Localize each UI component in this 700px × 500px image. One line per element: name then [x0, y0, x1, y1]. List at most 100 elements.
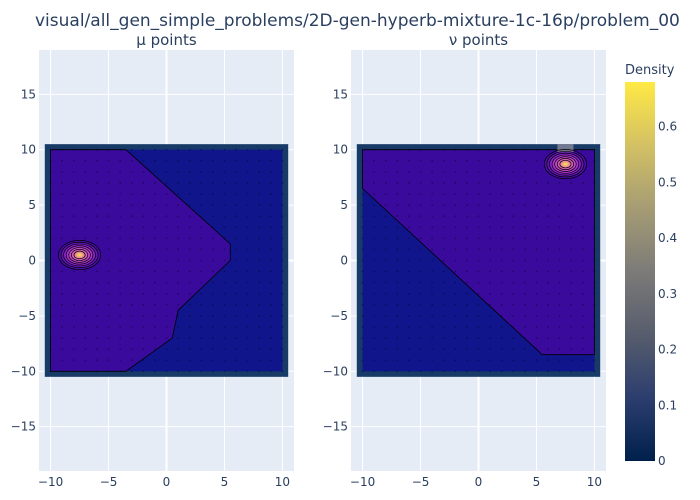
sample-point — [408, 182, 410, 184]
sample-point — [477, 182, 480, 184]
sample-point — [200, 170, 203, 173]
sample-point — [570, 292, 573, 295]
sample-point — [466, 292, 468, 295]
sample-point — [130, 182, 133, 184]
sample-point — [61, 370, 64, 373]
sample-point — [408, 215, 410, 218]
sample-point — [500, 359, 503, 362]
sample-point — [49, 182, 52, 184]
sample-point — [188, 303, 191, 306]
colorbar-tick-label: 0.4 — [658, 231, 677, 245]
sample-point — [200, 270, 203, 273]
sample-point — [49, 170, 52, 173]
sample-point — [72, 148, 75, 151]
sample-point — [119, 215, 122, 218]
sample-point — [593, 292, 596, 295]
sample-point — [211, 259, 214, 262]
sample-point — [570, 337, 573, 339]
sample-point — [454, 337, 457, 339]
sample-point — [281, 370, 284, 373]
sample-point — [512, 259, 515, 262]
sample-point — [454, 159, 457, 162]
sample-point — [431, 204, 434, 207]
sample-point — [107, 270, 110, 273]
sample-point — [431, 348, 434, 351]
density-contour — [73, 250, 86, 260]
sample-point — [130, 148, 133, 151]
sample-point — [200, 303, 203, 306]
sample-point — [235, 248, 237, 251]
heatmap-region-light — [50, 149, 231, 372]
sample-point — [419, 204, 422, 207]
sample-point — [466, 370, 468, 373]
sample-point — [188, 148, 191, 151]
sample-point — [235, 148, 237, 151]
sample-point — [396, 170, 399, 173]
sample-point — [535, 248, 538, 251]
sample-point — [489, 281, 491, 284]
colorbar-tick-label: 0.6 — [658, 120, 677, 134]
sample-point — [269, 226, 272, 229]
sample-point — [466, 170, 468, 173]
sample-point — [211, 337, 214, 339]
sample-point — [477, 159, 480, 162]
density-contour — [71, 249, 89, 261]
sample-point — [442, 237, 445, 240]
sample-point — [373, 303, 376, 306]
sample-point — [246, 314, 249, 317]
sample-point — [200, 248, 203, 251]
sample-point — [188, 204, 191, 207]
sample-point — [512, 314, 515, 317]
sample-point — [466, 348, 468, 351]
sample-point — [177, 259, 179, 262]
sample-point — [107, 193, 110, 195]
sample-point — [235, 314, 237, 317]
sample-point — [119, 292, 122, 295]
sample-point — [477, 337, 480, 339]
sample-point — [442, 182, 445, 184]
sample-point — [177, 303, 179, 306]
sample-point — [235, 270, 237, 273]
sample-point — [72, 215, 75, 218]
sample-point — [384, 237, 387, 240]
sample-point — [477, 248, 480, 251]
sample-point — [477, 370, 480, 373]
sample-point — [466, 326, 468, 328]
sample-point — [408, 193, 410, 195]
sample-point — [581, 182, 584, 184]
sample-point — [235, 204, 237, 207]
sample-point — [384, 159, 387, 162]
sample-point — [396, 337, 399, 339]
sample-point — [107, 148, 110, 151]
sample-point — [500, 159, 503, 162]
sample-point — [396, 204, 399, 207]
sample-point — [384, 226, 387, 229]
sample-point — [72, 170, 75, 173]
sample-point — [454, 193, 457, 195]
sample-point — [558, 270, 561, 273]
sample-point — [211, 182, 214, 184]
sample-point — [269, 337, 272, 339]
sample-point — [361, 326, 364, 328]
sample-point — [477, 326, 480, 328]
sample-point — [570, 215, 573, 218]
sample-point — [154, 270, 156, 273]
y-tick-label: 0 — [28, 254, 36, 268]
sample-point — [361, 248, 364, 251]
sample-point — [165, 270, 168, 273]
density-contour — [551, 154, 580, 174]
sample-point — [235, 170, 237, 173]
sample-point — [107, 237, 110, 240]
sample-point — [523, 337, 526, 339]
sample-point — [512, 370, 515, 373]
sample-point — [235, 237, 237, 240]
sample-point — [466, 182, 468, 184]
sample-point — [581, 326, 584, 328]
sample-point — [72, 281, 75, 284]
sample-point — [523, 170, 526, 173]
sample-point — [154, 159, 156, 162]
sample-point — [142, 159, 145, 162]
sample-point — [200, 148, 203, 151]
sample-point — [547, 193, 549, 195]
sample-point — [235, 193, 237, 195]
